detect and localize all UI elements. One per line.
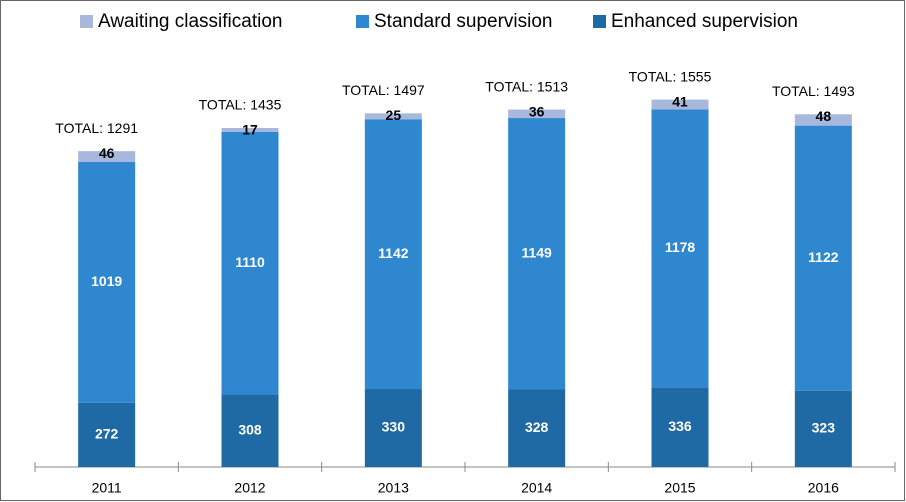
value-label: 308 bbox=[238, 421, 262, 437]
value-label: 1110 bbox=[235, 254, 265, 270]
bar-segment bbox=[508, 389, 566, 467]
value-label: 330 bbox=[382, 419, 406, 435]
legend-label: Standard supervision bbox=[374, 11, 553, 32]
x-tick-label: 2014 bbox=[521, 480, 552, 496]
bar-segment bbox=[78, 402, 136, 467]
value-label: 48 bbox=[816, 108, 832, 124]
total-label: TOTAL: 1493 bbox=[772, 83, 855, 99]
value-label: 1019 bbox=[91, 273, 122, 289]
bar-segment bbox=[221, 394, 279, 467]
value-label: 1178 bbox=[665, 239, 696, 255]
bar-segment bbox=[364, 119, 422, 390]
value-label: 1122 bbox=[808, 249, 839, 265]
legend-label: Awaiting classification bbox=[98, 11, 282, 32]
x-tick-label: 2016 bbox=[808, 480, 839, 496]
value-label: 1149 bbox=[521, 244, 552, 260]
bar-segment bbox=[221, 131, 279, 395]
total-label: TOTAL: 1435 bbox=[199, 97, 282, 113]
legend-swatch bbox=[356, 15, 369, 28]
bar-segment bbox=[78, 162, 136, 403]
bar-segment bbox=[364, 113, 422, 120]
bar-segment bbox=[651, 99, 709, 110]
x-tick-label: 2012 bbox=[234, 480, 265, 496]
bar-segment bbox=[794, 114, 852, 126]
value-label: 1142 bbox=[378, 245, 409, 261]
value-label: 25 bbox=[386, 107, 402, 123]
value-label: 272 bbox=[95, 426, 119, 442]
legend-label: Enhanced supervision bbox=[611, 11, 798, 32]
total-label: TOTAL: 1555 bbox=[629, 68, 712, 84]
bar-segment bbox=[364, 389, 422, 467]
bar-segment bbox=[794, 125, 852, 391]
value-label: 46 bbox=[99, 145, 115, 161]
bar-segment bbox=[78, 151, 136, 163]
x-tick-label: 2013 bbox=[378, 480, 409, 496]
bar-segment bbox=[794, 390, 852, 467]
total-label: TOTAL: 1497 bbox=[342, 82, 425, 98]
legend-swatch bbox=[593, 15, 606, 28]
x-tick-label: 2011 bbox=[92, 480, 122, 496]
total-label: TOTAL: 1513 bbox=[485, 78, 568, 94]
value-label: 36 bbox=[529, 103, 545, 119]
legend-swatch bbox=[80, 15, 93, 28]
bar-segment bbox=[651, 387, 709, 467]
bar-segment bbox=[651, 109, 709, 388]
bar-segment bbox=[508, 118, 566, 390]
bar-segment bbox=[508, 109, 566, 119]
value-label: 328 bbox=[525, 419, 549, 435]
bar-segment bbox=[221, 127, 279, 132]
value-label: 323 bbox=[812, 420, 836, 436]
total-label: TOTAL: 1291 bbox=[55, 120, 138, 136]
x-tick-label: 2015 bbox=[664, 480, 695, 496]
value-label: 17 bbox=[242, 122, 258, 138]
value-label: 41 bbox=[672, 93, 688, 109]
value-label: 336 bbox=[668, 418, 692, 434]
